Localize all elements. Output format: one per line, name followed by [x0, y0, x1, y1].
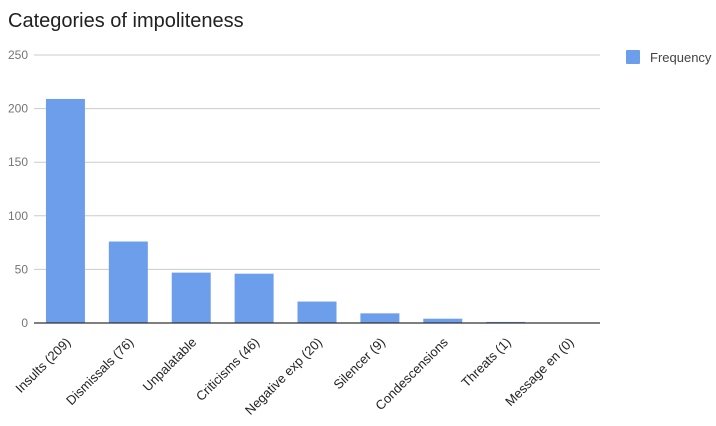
- x-category-label: Criticisms (46): [193, 335, 262, 404]
- bar: [297, 301, 337, 323]
- legend-label: Frequency: [650, 50, 712, 65]
- y-axis-ticks: 0 50 100 150 200 250: [8, 48, 28, 330]
- y-tick-label: 250: [8, 48, 28, 62]
- y-tick-label: 0: [21, 316, 28, 330]
- x-category-label: Dismissals (76): [63, 335, 136, 408]
- bar: [360, 313, 400, 323]
- gridlines: [34, 54, 600, 270]
- bars: [45, 98, 526, 324]
- y-tick-label: 50: [15, 262, 29, 276]
- y-tick-label: 200: [8, 102, 28, 116]
- chart-title: Categories of impoliteness: [8, 10, 244, 32]
- x-axis-labels: Insults (209)Dismissals (76) UnpalatableC…: [12, 334, 576, 418]
- bar: [423, 318, 463, 323]
- y-tick-label: 100: [8, 209, 28, 223]
- bar: [45, 98, 85, 324]
- x-category-label: Silencer (9): [330, 335, 388, 393]
- bar: [171, 272, 211, 323]
- x-category-label: Message en (0): [502, 335, 576, 409]
- bar: [234, 273, 274, 323]
- bar: [108, 241, 148, 323]
- y-tick-label: 150: [8, 155, 28, 169]
- x-category-label: Threats (1): [458, 335, 514, 391]
- x-category-label: Insults (209): [12, 335, 73, 396]
- legend: Frequency: [626, 50, 712, 65]
- x-category-label: Unpalatable: [140, 335, 200, 395]
- legend-swatch: [626, 50, 640, 64]
